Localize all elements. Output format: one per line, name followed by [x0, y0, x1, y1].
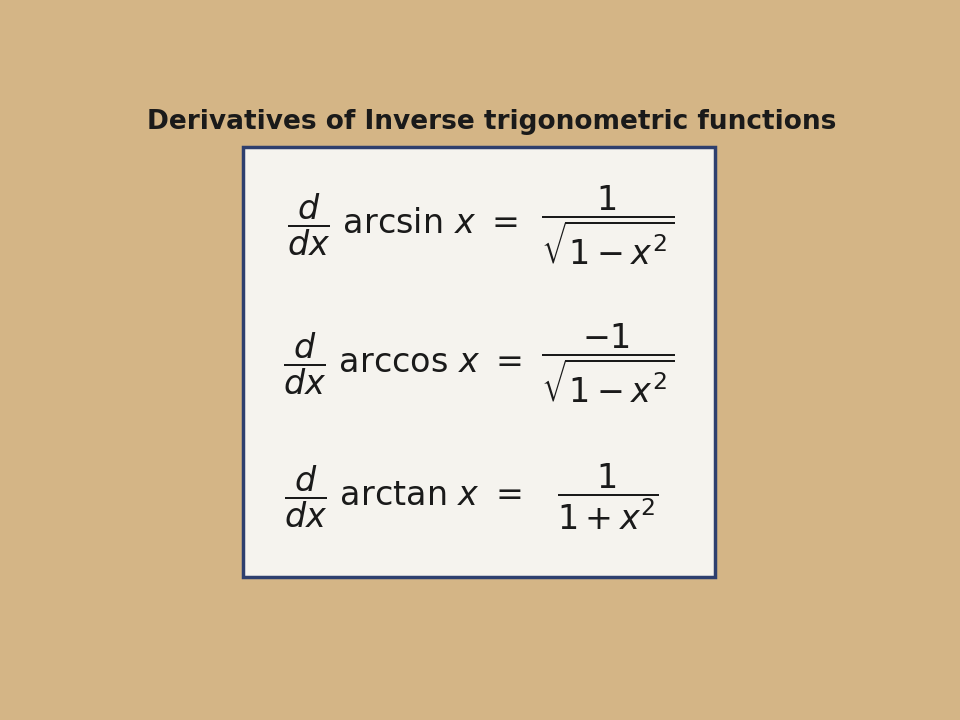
Text: $\dfrac{d}{dx}\ \mathrm{arctan}\ x\ =$: $\dfrac{d}{dx}\ \mathrm{arctan}\ x\ =$	[284, 464, 521, 530]
Text: $\dfrac{1}{\sqrt{1-x^{2}}}$: $\dfrac{1}{\sqrt{1-x^{2}}}$	[540, 184, 674, 266]
Text: $\dfrac{-1}{\sqrt{1-x^{2}}}$: $\dfrac{-1}{\sqrt{1-x^{2}}}$	[540, 322, 674, 405]
Text: $\dfrac{1}{1+x^{2}}$: $\dfrac{1}{1+x^{2}}$	[557, 462, 658, 532]
FancyBboxPatch shape	[243, 148, 715, 577]
Text: $\dfrac{d}{dx}\ \mathrm{arcsin}\ x\ =$: $\dfrac{d}{dx}\ \mathrm{arcsin}\ x\ =$	[287, 192, 518, 258]
Text: $\dfrac{d}{dx}\ \mathrm{arccos}\ x\ =$: $\dfrac{d}{dx}\ \mathrm{arccos}\ x\ =$	[283, 330, 522, 397]
Text: Derivatives of Inverse trigonometric functions: Derivatives of Inverse trigonometric fun…	[147, 109, 837, 135]
